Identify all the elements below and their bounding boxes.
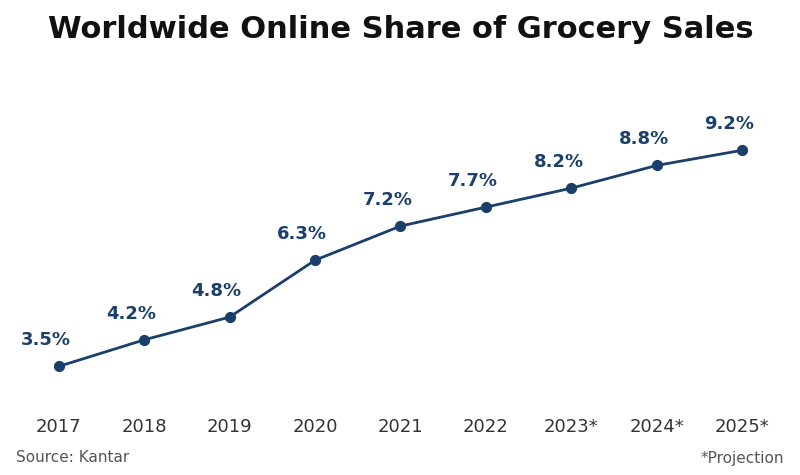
Point: [565, 184, 578, 192]
Point: [650, 162, 663, 169]
Text: 4.2%: 4.2%: [106, 305, 156, 323]
Text: *Projection: *Projection: [701, 450, 784, 465]
Point: [736, 146, 749, 154]
Point: [52, 362, 65, 370]
Text: 3.5%: 3.5%: [21, 332, 70, 350]
Text: 9.2%: 9.2%: [705, 115, 754, 133]
Point: [479, 203, 492, 211]
Text: Source: Kantar: Source: Kantar: [16, 450, 130, 465]
Text: 8.2%: 8.2%: [534, 153, 584, 171]
Text: 7.2%: 7.2%: [362, 191, 413, 209]
Point: [394, 222, 407, 230]
Text: 8.8%: 8.8%: [619, 130, 669, 148]
Title: Worldwide Online Share of Grocery Sales: Worldwide Online Share of Grocery Sales: [48, 15, 754, 44]
Text: 7.7%: 7.7%: [448, 172, 498, 190]
Point: [138, 336, 150, 344]
Point: [223, 314, 236, 321]
Point: [309, 256, 322, 264]
Text: 6.3%: 6.3%: [277, 225, 327, 243]
Text: 4.8%: 4.8%: [192, 282, 242, 300]
